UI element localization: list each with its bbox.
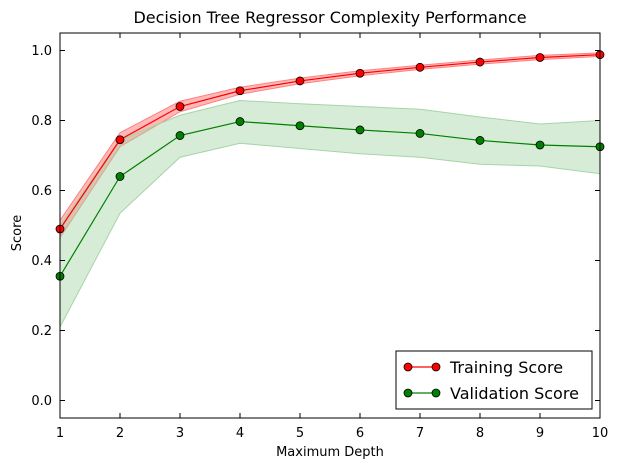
training-point [235,86,245,96]
legend-validation-label: Validation Score [450,384,579,403]
series-lines [59,54,601,277]
y-tick-label: 1.0 [31,44,52,59]
validation-point [415,129,425,138]
validation-point [475,136,485,145]
x-axis-label: Maximum Depth [276,445,384,460]
x-tick-label: 3 [176,426,184,441]
training-point [355,68,365,78]
x-tick-label: 10 [592,426,609,441]
training-point [115,135,125,145]
x-tick-label: 4 [236,426,244,441]
legend-training-label: Training Score [449,358,563,377]
x-tick-label: 7 [416,426,424,441]
y-tick-label: 0.2 [31,324,52,339]
x-tick-label: 2 [116,426,124,441]
y-tick-label: 0.8 [31,114,52,129]
x-tick-label: 9 [536,426,544,441]
validation-point [295,121,305,131]
y-tick-label: 0.6 [31,184,52,199]
legend-validation-marker [403,388,413,398]
validation-point [235,117,245,126]
validation-band [59,100,601,328]
x-tick-label: 5 [296,426,304,441]
legend-validation-marker [431,388,441,398]
training-point [415,62,425,72]
validation-line [59,120,601,277]
y-tick-label: 0.0 [31,394,52,409]
legend: Training Score Validation Score [395,350,593,410]
training-point [535,53,545,62]
confidence-bands [59,52,601,328]
axis-ticks: 1 2 3 4 5 6 7 8 9 10 0.0 0.2 0.4 0.6 0.8 1.0 [31,33,608,441]
x-tick-label: 8 [476,426,484,441]
validation-point [535,140,545,150]
series-points [55,50,605,281]
legend-training-marker [403,362,413,372]
y-axis-label: Score [10,215,25,251]
y-tick-label: 0.4 [31,254,52,269]
legend-training-marker [431,362,441,372]
x-tick-label: 1 [56,426,64,441]
training-point [475,57,485,67]
legend-box [395,350,593,410]
training-point [175,102,185,111]
validation-point [175,131,185,140]
plot-frame [59,32,601,419]
validation-point [355,125,365,135]
x-tick-label: 6 [356,426,364,441]
chart-title: Decision Tree Regressor Complexity Perfo… [133,8,526,27]
validation-point [115,172,125,181]
training-point [295,76,305,86]
training-line [59,54,601,230]
